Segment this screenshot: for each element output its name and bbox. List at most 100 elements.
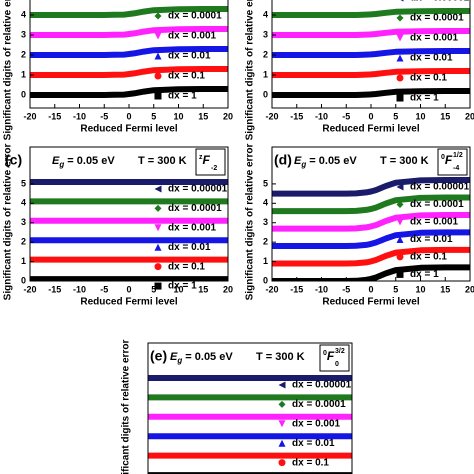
legend-label: dx = 0.001: [168, 222, 217, 233]
x-tick-label: 10: [173, 284, 183, 294]
series-line: [272, 212, 470, 232]
legend-label: dx = 0.001: [410, 33, 459, 44]
series-line: [30, 86, 228, 98]
gap-subscript: g: [176, 356, 182, 365]
gap-value: = 0.05 eV: [64, 155, 115, 167]
panel-letter: (c): [5, 152, 22, 168]
legend-marker: [396, 235, 404, 243]
legend-marker: [154, 243, 162, 251]
legend-label: dx = 0.0001: [410, 199, 464, 210]
legend-label: dx = 0.00001: [410, 0, 470, 4]
x-tick-label: 20: [465, 111, 474, 121]
plot-area: [30, 179, 228, 281]
series-line: [30, 46, 228, 58]
x-tick-label: 15: [440, 284, 450, 294]
legend-label: dx = 0.001: [410, 217, 459, 228]
panel: dx = 0.00001 dx = 0.0001 dx = 0.001 dx = 0.…: [3, 0, 233, 140]
panel-letter: (e): [150, 348, 167, 364]
legend-marker: [154, 185, 162, 193]
legend-marker: [396, 74, 404, 82]
x-tick-label: 20: [223, 111, 233, 121]
legend-label: dx = 1: [168, 91, 197, 102]
y-axis-label: Significant digits of relative error: [3, 0, 14, 140]
series-line: [272, 48, 470, 58]
legend-label: dx = 0.01: [168, 242, 211, 253]
series-line: [272, 194, 470, 215]
series-line: [272, 246, 470, 267]
gap-symbol: E: [294, 155, 302, 167]
x-tick-label: -20: [265, 284, 278, 294]
y-tick-label: 5: [21, 178, 26, 188]
y-axis-label: Significant digits of relative error: [3, 144, 14, 301]
series-line: [272, 88, 470, 98]
x-axis-label: Reduced Fermi level: [322, 297, 419, 308]
function-superscript: 3/2: [335, 348, 345, 355]
temperature-annotation: T = 300 K: [380, 155, 429, 167]
legend-label: dx = 1: [410, 269, 439, 280]
function-subscript: -2: [211, 165, 217, 172]
y-tick-label: 1: [21, 69, 26, 79]
series-line: [272, 177, 470, 197]
temperature-annotation: T = 300 K: [138, 155, 187, 167]
x-tick-label: -10: [73, 111, 86, 121]
x-tick-label: 5: [151, 284, 156, 294]
legend-marker: [154, 263, 162, 271]
gap-subscript: g: [58, 160, 64, 169]
legend-marker: [278, 400, 286, 408]
x-tick-label: 15: [198, 111, 208, 121]
x-tick-label: 0: [126, 111, 131, 121]
legend-label: dx = 0.00001: [168, 184, 228, 195]
legend-marker: [278, 439, 286, 447]
legend-label: dx = 0.1: [168, 261, 205, 272]
y-tick-label: 4: [263, 198, 268, 208]
legend-label: dx = 0.1: [410, 252, 447, 263]
y-tick-label: 4: [263, 9, 268, 19]
y-tick-label: 4: [21, 198, 26, 208]
x-tick-label: 15: [198, 284, 208, 294]
gap-annotation: Eg = 0.05 eV: [294, 155, 357, 169]
plot-frame: [147, 342, 353, 474]
y-tick-label: 0: [21, 275, 26, 285]
series-line: [30, 26, 228, 38]
series-line: [272, 68, 470, 78]
legend-marker: [396, 94, 404, 102]
legend-marker: [278, 420, 286, 428]
x-tick-label: 5: [151, 111, 156, 121]
series-line: [272, 229, 470, 249]
x-tick-label: -5: [100, 284, 108, 294]
function-subscript: 0: [335, 361, 339, 368]
plot-area: [272, 177, 470, 281]
y-tick-label: 0: [263, 89, 268, 99]
x-tick-label: 20: [223, 284, 233, 294]
panel: dx = 0.00001 dx = 0.0001 dx = 0.001 dx = 0.…: [121, 340, 353, 474]
y-tick-label: 2: [263, 237, 268, 247]
legend-label: dx = 0.0001: [292, 399, 346, 410]
y-tick-label: 1: [263, 256, 268, 266]
x-axis-label: Reduced Fermi level: [80, 297, 177, 308]
y-axis-label: Significant digits of relative error: [121, 340, 132, 474]
x-tick-label: -10: [315, 284, 328, 294]
legend-marker: [396, 253, 404, 261]
function-prefix: z: [199, 154, 203, 161]
gap-annotation: Eg = 0.05 eV: [170, 351, 233, 365]
x-tick-label: 0: [368, 284, 373, 294]
legend-marker: [396, 34, 404, 42]
legend-marker: [278, 459, 286, 467]
x-axis-label: Reduced Fermi level: [322, 124, 419, 135]
function-box: [319, 344, 350, 372]
x-tick-label: 15: [440, 111, 450, 121]
x-tick-label: -5: [342, 111, 350, 121]
series-line: [30, 6, 228, 18]
function-subscript: -4: [453, 165, 459, 172]
legend-marker: [154, 224, 162, 232]
plot-area: [272, 8, 470, 98]
y-tick-label: 0: [21, 89, 26, 99]
function-prefix: 0: [323, 350, 327, 357]
legend-marker: [154, 72, 162, 80]
gap-value: = 0.05 eV: [182, 351, 233, 363]
legend-label: dx = 0.1: [168, 71, 205, 82]
legend-label: dx = 0.00001: [410, 182, 470, 193]
legend-label: dx = 1: [168, 281, 197, 292]
function-symbol: F: [203, 153, 211, 167]
